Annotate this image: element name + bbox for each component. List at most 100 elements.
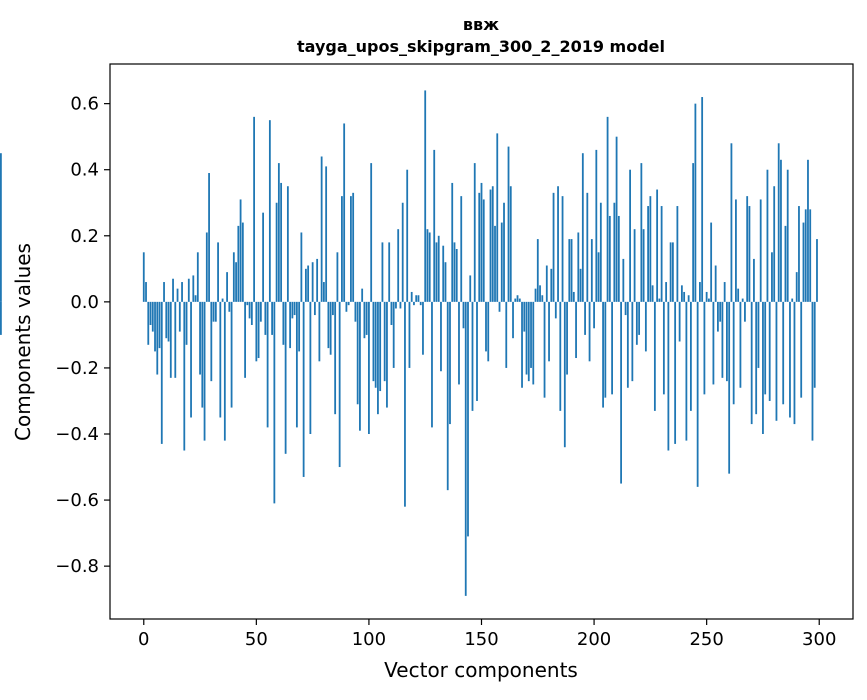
bar [793,301,796,425]
bar [174,301,177,378]
bar [471,301,474,411]
bar [458,301,460,385]
bar [401,202,404,302]
bar [151,301,154,332]
bar [485,301,487,352]
bar [660,206,663,302]
bar [212,301,215,322]
bar [750,301,753,425]
bar [735,199,737,302]
bar [813,301,816,388]
bar [748,206,751,302]
bar [237,225,240,302]
bar [768,301,771,401]
bar [322,282,325,302]
bar [433,149,436,302]
bar [295,301,298,428]
bar [802,222,805,302]
bar [230,301,233,408]
bar [543,301,546,398]
bar [374,301,377,388]
bar [689,301,692,411]
bar [464,301,467,596]
x-tick-label: 100 [352,629,386,650]
bar [561,196,564,302]
bar [570,239,573,302]
bar [154,301,156,352]
bar [241,222,244,302]
bar [798,206,800,302]
bar [649,196,652,302]
bar [388,242,391,302]
bar [410,291,413,302]
bar [185,301,188,345]
bar [232,252,235,302]
bar [397,229,400,302]
bar [219,301,222,418]
bar [534,288,537,302]
bar [271,301,274,335]
bar [680,285,683,302]
bar [408,301,411,368]
bar [318,301,321,362]
bar [762,301,764,434]
bar [192,275,195,302]
bar [656,189,659,302]
bar [523,301,526,332]
bar [309,301,312,434]
bar [163,282,165,302]
bar [476,301,478,401]
bar [259,301,262,322]
bar [678,301,681,342]
bar [784,225,787,302]
bar [593,301,595,329]
bar [699,282,701,302]
bar [437,235,440,302]
bar [332,301,334,316]
bar [390,301,393,325]
bar [246,301,249,306]
bar [503,202,505,302]
bar [228,301,231,312]
bar [696,301,699,487]
bar [780,159,782,302]
bar [190,301,192,418]
bar [244,301,246,378]
y-axis-label: Components values [11,243,35,441]
bar [602,301,604,408]
bar [302,301,305,477]
bar [647,206,650,302]
bar [800,301,803,398]
bar [611,301,613,395]
bar [541,295,544,302]
x-tick-label: 200 [577,629,611,650]
bar [210,301,213,382]
bar [449,301,451,425]
bar [633,229,636,302]
bar [172,278,174,302]
bar [557,186,559,302]
bar [201,301,204,408]
bar [730,143,733,302]
bar [293,301,296,316]
bar [514,298,517,302]
bar [208,173,210,302]
bar [710,222,713,302]
bar [804,209,807,302]
bar [467,301,469,537]
y-tick-label: 0.6 [70,94,99,115]
bar [406,169,409,302]
bar [552,192,555,302]
bar [624,301,627,316]
bar [253,116,255,302]
x-tick-label: 150 [464,629,498,650]
bar [771,252,773,302]
bar [280,182,283,302]
bar [205,232,208,302]
bar [644,301,647,352]
bar [584,301,586,335]
bar [667,301,670,451]
bar [203,301,206,441]
bar [530,301,532,368]
